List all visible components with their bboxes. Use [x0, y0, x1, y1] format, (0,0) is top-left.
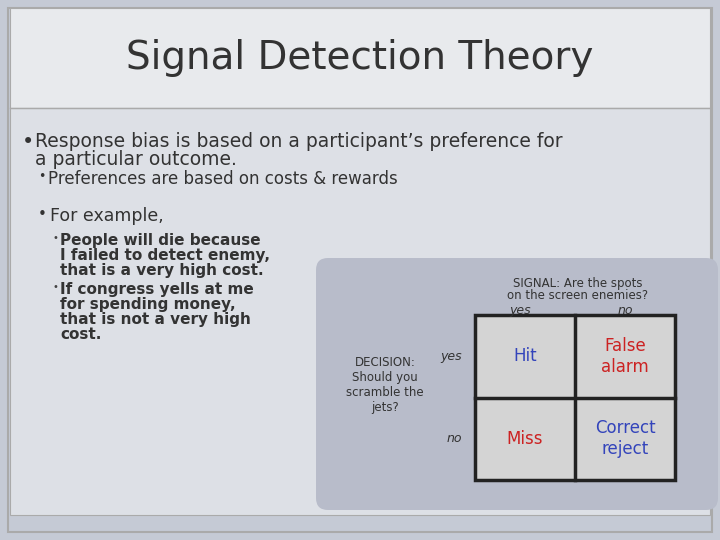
Text: •: •	[38, 207, 47, 222]
Text: If congress yells at me: If congress yells at me	[60, 282, 253, 297]
Text: Response bias is based on a participant’s preference for: Response bias is based on a participant’…	[35, 132, 562, 151]
Bar	[575, 397, 675, 480]
Text: a particular outcome.: a particular outcome.	[35, 150, 237, 169]
Text: •: •	[52, 233, 58, 243]
Text: no: no	[446, 432, 462, 445]
Text: Signal Detection Theory: Signal Detection Theory	[126, 39, 594, 77]
Text: cost.: cost.	[60, 327, 102, 342]
Text: For example,: For example,	[50, 207, 163, 225]
Text: People will die because: People will die because	[60, 233, 261, 248]
Text: for spending money,: for spending money,	[60, 297, 235, 312]
Bar	[475, 397, 575, 480]
Text: •: •	[52, 282, 58, 292]
Bar	[575, 315, 675, 397]
FancyBboxPatch shape	[316, 258, 718, 510]
Text: Hit: Hit	[513, 347, 537, 365]
Bar	[475, 315, 675, 480]
Text: yes: yes	[509, 304, 531, 317]
Text: Correct
reject: Correct reject	[595, 420, 655, 458]
Text: Miss: Miss	[507, 430, 544, 448]
Text: SIGNAL: Are the spots: SIGNAL: Are the spots	[513, 277, 643, 290]
Text: yes: yes	[441, 350, 462, 363]
Bar	[10, 8, 710, 108]
Text: DECISION:
Should you
scramble the
jets?: DECISION: Should you scramble the jets?	[346, 356, 424, 414]
Text: False
alarm: False alarm	[601, 337, 649, 376]
Text: •: •	[38, 170, 45, 183]
Text: no: no	[617, 304, 633, 317]
Text: that is not a very high: that is not a very high	[60, 312, 251, 327]
Text: •: •	[22, 132, 35, 152]
Text: that is a very high cost.: that is a very high cost.	[60, 263, 264, 278]
Bar	[475, 315, 575, 397]
Text: Preferences are based on costs & rewards: Preferences are based on costs & rewards	[48, 170, 397, 188]
Text: I failed to detect enemy,: I failed to detect enemy,	[60, 248, 270, 263]
Bar	[10, 108, 710, 515]
Text: on the screen enemies?: on the screen enemies?	[508, 289, 649, 302]
